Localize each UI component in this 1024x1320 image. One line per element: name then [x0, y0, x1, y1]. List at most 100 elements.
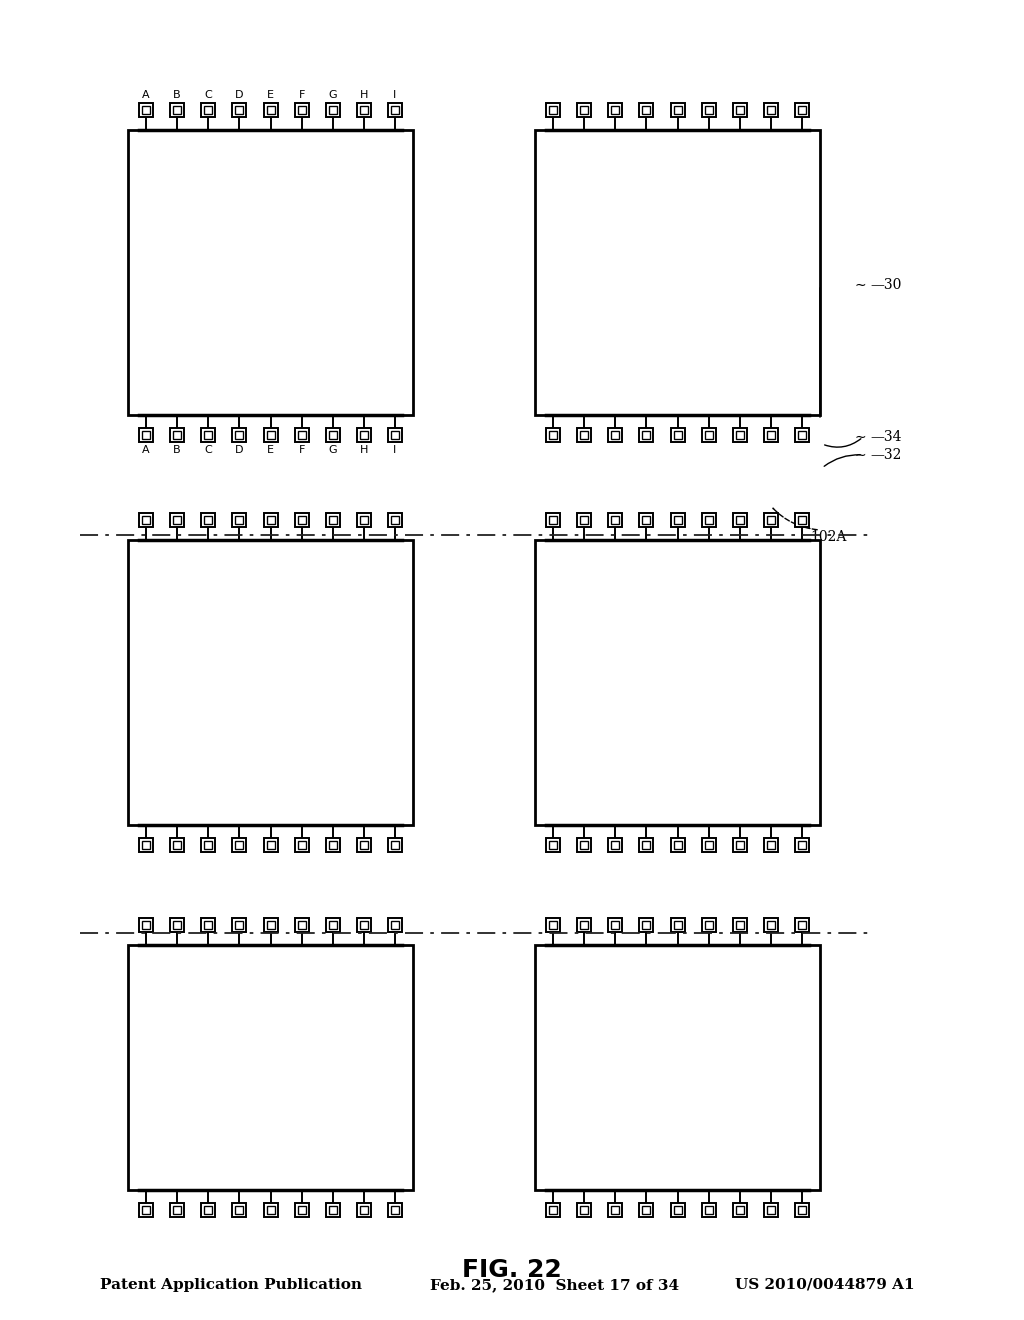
Bar	[578, 917, 591, 932]
Bar	[608, 103, 623, 117]
Bar	[388, 917, 402, 932]
Text: Patent Application Publication: Patent Application Publication	[100, 1278, 362, 1292]
Bar	[202, 103, 215, 117]
Bar	[705, 921, 713, 929]
Text: I: I	[393, 90, 396, 100]
Bar	[295, 838, 308, 851]
Bar	[671, 103, 684, 117]
Text: D: D	[236, 445, 244, 455]
Bar	[232, 103, 247, 117]
Bar	[173, 1206, 181, 1214]
Bar	[736, 921, 743, 929]
Bar	[705, 432, 713, 440]
Bar	[642, 841, 650, 849]
Bar	[642, 432, 650, 440]
Bar	[767, 516, 775, 524]
Bar	[232, 428, 247, 442]
Bar	[608, 428, 623, 442]
Bar	[798, 106, 806, 114]
Bar	[798, 921, 806, 929]
Bar	[705, 516, 713, 524]
Bar	[173, 432, 181, 440]
Bar	[701, 513, 716, 527]
Bar	[795, 917, 809, 932]
Bar	[263, 917, 278, 932]
Bar	[173, 841, 181, 849]
Bar	[170, 428, 184, 442]
Bar	[671, 513, 684, 527]
Bar	[128, 540, 413, 825]
Bar	[578, 1203, 591, 1217]
Bar	[202, 1203, 215, 1217]
Bar	[357, 917, 371, 932]
Bar	[701, 428, 716, 442]
Bar	[359, 1206, 368, 1214]
Bar	[733, 917, 746, 932]
Bar	[173, 106, 181, 114]
Bar	[295, 1203, 308, 1217]
Bar	[549, 841, 557, 849]
Bar	[581, 106, 588, 114]
Bar	[326, 1203, 340, 1217]
Bar	[546, 917, 560, 932]
Text: E: E	[267, 90, 274, 100]
Bar	[266, 841, 274, 849]
Text: FIG. 22: FIG. 22	[462, 1258, 562, 1282]
Bar	[298, 516, 305, 524]
Bar	[798, 516, 806, 524]
Bar	[549, 1206, 557, 1214]
Bar	[733, 428, 746, 442]
Bar	[611, 921, 620, 929]
Bar	[359, 841, 368, 849]
Bar	[263, 1203, 278, 1217]
Bar	[173, 516, 181, 524]
Bar	[701, 1203, 716, 1217]
Text: US 2010/0044879 A1: US 2010/0044879 A1	[735, 1278, 914, 1292]
Bar	[202, 917, 215, 932]
Bar	[736, 432, 743, 440]
Text: H: H	[359, 90, 368, 100]
Bar	[671, 428, 684, 442]
Text: A: A	[142, 445, 150, 455]
Bar	[128, 129, 413, 414]
Bar	[549, 921, 557, 929]
Bar	[204, 432, 212, 440]
Bar	[736, 1206, 743, 1214]
Bar	[764, 1203, 778, 1217]
Bar	[764, 917, 778, 932]
Bar	[608, 917, 623, 932]
Bar	[263, 428, 278, 442]
Bar	[388, 1203, 402, 1217]
Bar	[391, 516, 399, 524]
Bar	[329, 921, 337, 929]
Bar	[671, 1203, 684, 1217]
Text: A: A	[142, 90, 150, 100]
Bar	[204, 1206, 212, 1214]
Bar	[204, 841, 212, 849]
Bar	[202, 428, 215, 442]
Bar	[642, 516, 650, 524]
Bar	[357, 1203, 371, 1217]
Text: F: F	[298, 445, 305, 455]
Bar	[139, 513, 153, 527]
Bar	[357, 428, 371, 442]
Bar	[295, 103, 308, 117]
Bar	[795, 838, 809, 851]
Text: ∼: ∼	[855, 279, 866, 292]
Bar	[611, 106, 620, 114]
Bar	[795, 428, 809, 442]
Bar	[671, 917, 684, 932]
Text: B: B	[173, 445, 181, 455]
Bar	[733, 838, 746, 851]
Bar	[608, 1203, 623, 1217]
Bar	[236, 106, 244, 114]
Bar	[326, 103, 340, 117]
Bar	[581, 1206, 588, 1214]
Bar	[611, 1206, 620, 1214]
Bar	[705, 1206, 713, 1214]
Bar	[170, 513, 184, 527]
Bar	[142, 1206, 150, 1214]
Bar	[581, 432, 588, 440]
Bar	[204, 516, 212, 524]
Bar	[266, 516, 274, 524]
